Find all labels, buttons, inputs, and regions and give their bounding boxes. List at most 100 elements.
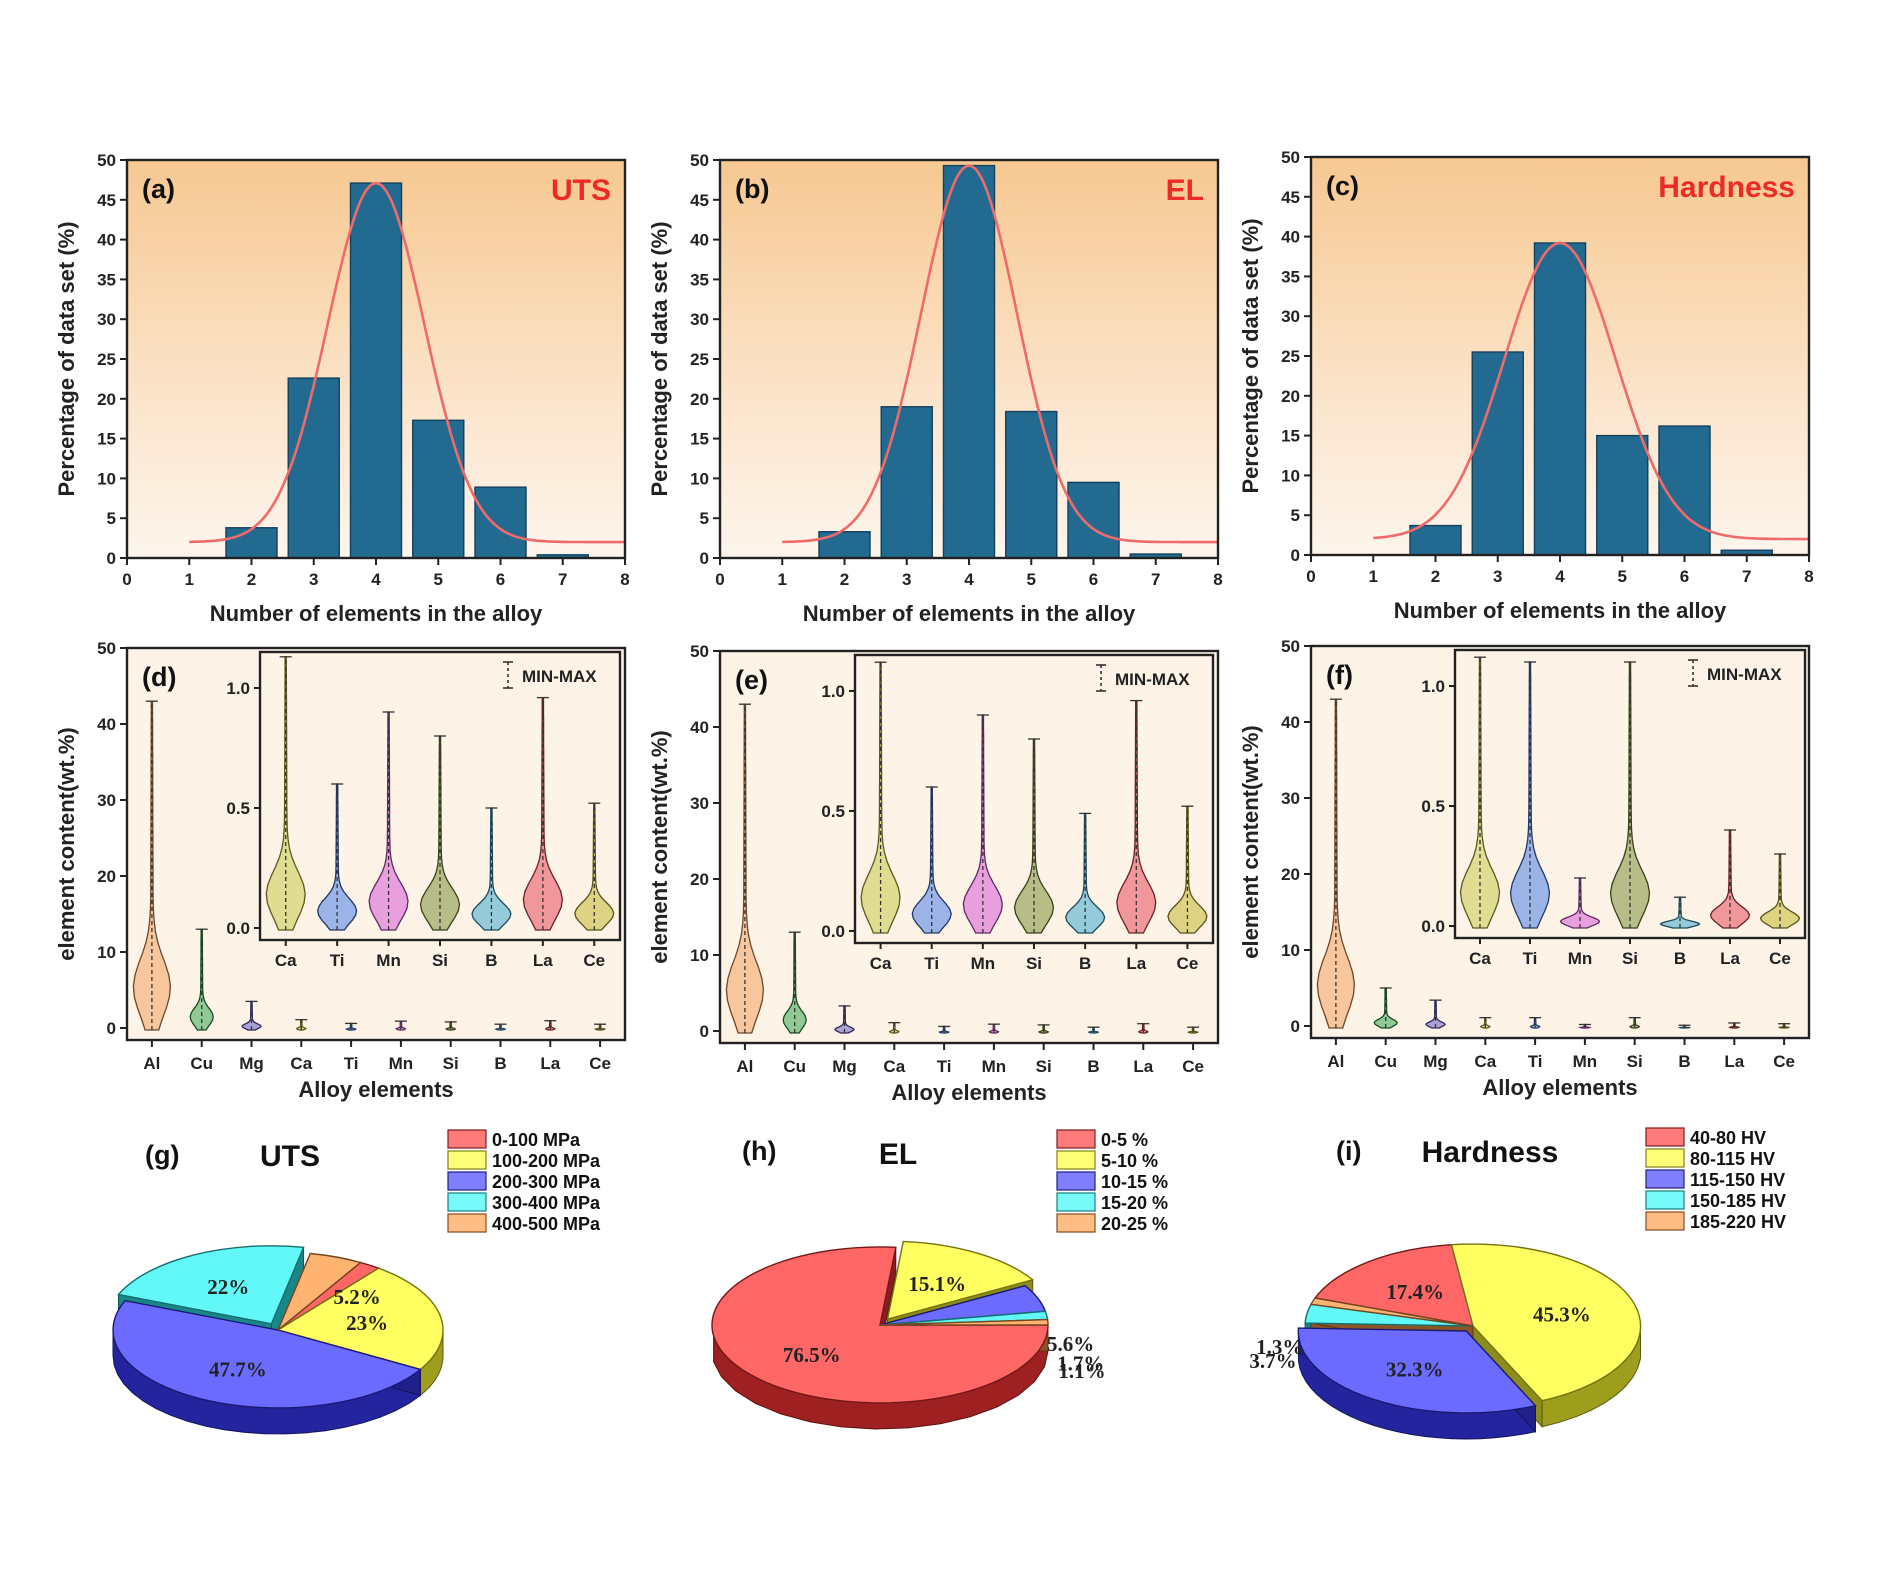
inset-plot: Ca Ti Mn Si B La Ce 0.0 0.5 1.0 MIN-MAX (226, 650, 622, 970)
x-tick-label: 4 (371, 570, 381, 589)
y-tick-label: 30 (97, 791, 116, 810)
legend-swatch (1645, 1211, 1685, 1231)
pie-slice-label: 17.4% (1386, 1280, 1444, 1304)
x-tick-label: B (1678, 1052, 1690, 1071)
x-tick-label: Mg (239, 1054, 264, 1073)
y-axis-label: element content(wt.%) (647, 730, 672, 963)
y-tick-label: 25 (1281, 347, 1300, 366)
x-tick-label: Al (736, 1057, 753, 1076)
legend-swatch (447, 1171, 487, 1191)
inset-x-tick-label: B (1079, 954, 1091, 973)
bar (1596, 434, 1649, 556)
pie-slice-label: 1.7% (1057, 1351, 1104, 1375)
y-axis-label: Percentage of data set (%) (1238, 218, 1263, 493)
x-tick-label: La (1133, 1057, 1153, 1076)
legend-label: 115-150 HV (1690, 1170, 1785, 1190)
x-tick-label: 8 (1213, 570, 1222, 589)
x-tick-label: Ce (1773, 1052, 1795, 1071)
violin-panel: Al Cu Mg Ca Ti Mn Si B La Ce 0 10 20 30 40 50 Alloy elem… (1238, 637, 1811, 1100)
y-tick-label: 0 (1291, 546, 1300, 565)
x-tick-label: Al (1327, 1052, 1344, 1071)
x-axis-label: Alloy elements (298, 1077, 453, 1102)
x-tick-label: Mn (1573, 1052, 1598, 1071)
legend-label: 40-80 HV (1690, 1128, 1766, 1148)
x-tick-label: 2 (840, 570, 849, 589)
x-tick-label: Ce (1182, 1057, 1204, 1076)
pie-slice-label: 5.2% (333, 1285, 380, 1309)
min-max-legend-label: MIN-MAX (1707, 665, 1782, 684)
y-tick-label: 5 (700, 509, 709, 528)
inset-x-tick-label: Ti (330, 951, 345, 970)
x-tick-label: Ca (1474, 1052, 1496, 1071)
legend-label: 100-200 MPa (492, 1151, 601, 1171)
legend-label: 400-500 MPa (492, 1214, 601, 1234)
x-tick-label: La (1724, 1052, 1744, 1071)
legend-label: 0-5 % (1101, 1130, 1148, 1150)
inset-x-tick-label: Ce (583, 951, 605, 970)
panel-label: (d) (142, 662, 176, 692)
x-tick-label: Ce (589, 1054, 611, 1073)
inset-x-tick-label: Si (432, 951, 448, 970)
inset-y-tick-label: 0.5 (1421, 797, 1445, 816)
y-tick-label: 10 (97, 469, 116, 488)
inset-x-tick-label: B (1674, 949, 1686, 968)
x-tick-label: 3 (309, 570, 318, 589)
bar (349, 182, 403, 559)
y-tick-label: 10 (1281, 466, 1300, 485)
x-tick-label: 8 (620, 570, 629, 589)
inset-x-tick-label: Ce (1769, 949, 1791, 968)
y-tick-label: 0 (700, 549, 709, 568)
y-tick-label: 30 (1281, 789, 1300, 808)
pie-slice-label: 22% (207, 1275, 249, 1299)
y-tick-label: 25 (97, 350, 116, 369)
pie-slice-label: 23% (346, 1311, 388, 1335)
y-tick-label: 40 (690, 231, 709, 250)
x-tick-label: 1 (778, 570, 787, 589)
inset-x-tick-label: Si (1026, 954, 1042, 973)
inset-x-tick-label: La (1720, 949, 1740, 968)
violin-panel: Al Cu Mg Ca Ti Mn Si B La Ce 0 10 20 30 40 50 Alloy elem… (647, 642, 1220, 1105)
inset-y-tick-label: 0.0 (1421, 917, 1445, 936)
gaussian-fit-line (189, 181, 625, 544)
y-tick-label: 50 (690, 642, 709, 661)
pie-slice-label: 32.3% (1386, 1357, 1444, 1381)
x-tick-label: Ti (344, 1054, 359, 1073)
x-tick-label: Cu (190, 1054, 213, 1073)
pie-slice (1309, 1297, 1474, 1327)
x-tick-label: Cu (783, 1057, 806, 1076)
x-axis-label: Alloy elements (1482, 1075, 1637, 1100)
x-tick-label: Mg (832, 1057, 857, 1076)
pie-slice (112, 1299, 422, 1409)
inset-frame (1453, 648, 1807, 940)
x-tick-label: 7 (1151, 570, 1160, 589)
x-tick-label: 4 (964, 570, 974, 589)
x-tick-label: 7 (558, 570, 567, 589)
pie-panel: (h) EL 0-5 %5-10 %10-15 %15-20 %20-25 % 76.… (711, 1129, 1168, 1430)
y-tick-label: 35 (690, 270, 709, 289)
inset-y-tick-label: 0.0 (226, 919, 250, 938)
legend-swatch (447, 1213, 487, 1233)
legend-swatch (1645, 1169, 1685, 1189)
inset-y-tick-label: 1.0 (821, 682, 845, 701)
bar (1409, 524, 1462, 556)
pie-slice-label: 3.7% (1249, 1349, 1296, 1373)
y-tick-label: 25 (690, 350, 709, 369)
y-tick-label: 40 (1281, 228, 1300, 247)
axes-frame (718, 649, 1220, 1045)
y-tick-label: 0 (107, 1019, 116, 1038)
x-tick-label: 8 (1804, 567, 1813, 586)
inset-frame (258, 650, 622, 942)
pie-title: UTS (260, 1140, 320, 1173)
y-tick-label: 50 (690, 151, 709, 170)
y-tick-label: 30 (1281, 307, 1300, 326)
y-tick-label: 35 (97, 270, 116, 289)
panel-label: (h) (742, 1136, 776, 1166)
y-tick-label: 45 (1281, 188, 1300, 207)
y-tick-label: 5 (107, 509, 116, 528)
y-tick-label: 50 (1281, 148, 1300, 167)
legend-label: 5-10 % (1101, 1151, 1158, 1171)
legend-label: 0-100 MPa (492, 1130, 581, 1150)
min-max-legend-label: MIN-MAX (522, 667, 597, 686)
inset-x-tick-label: Mn (376, 951, 401, 970)
